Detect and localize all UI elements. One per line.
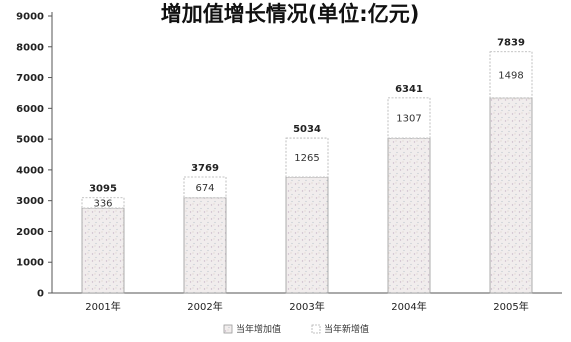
x-tick-label: 2002年 bbox=[187, 300, 222, 313]
total-label: 3769 bbox=[191, 163, 219, 174]
x-tick-label: 2001年 bbox=[85, 300, 120, 313]
increment-label: 1498 bbox=[498, 70, 523, 81]
legend-swatch bbox=[311, 324, 321, 334]
y-axis: 0 1000 2000 3000 4000 5000 6000 7000 8000 9000 bbox=[16, 12, 53, 300]
legend: 当年增加值 当年新增值 bbox=[223, 323, 369, 335]
total-label: 5034 bbox=[293, 124, 321, 135]
x-axis: 2001年 2002年 2003年 2004年 2005年 bbox=[52, 292, 562, 313]
bar-base-segment bbox=[285, 176, 329, 294]
bar-increment-segment bbox=[285, 137, 329, 178]
bar-base-segment bbox=[489, 97, 533, 294]
x-tick-label: 2003年 bbox=[289, 300, 324, 313]
bar-base-segment bbox=[183, 197, 227, 294]
y-tick-label: 8000 bbox=[16, 42, 44, 53]
bar-increment-segment bbox=[387, 97, 431, 139]
x-tick-label: 2004年 bbox=[391, 300, 426, 313]
legend-label: 当年新增值 bbox=[324, 323, 369, 335]
total-label: 7839 bbox=[497, 38, 525, 49]
chart-title: 增加值增长情况(单位:亿元) bbox=[161, 2, 420, 26]
y-tick-label: 1000 bbox=[16, 258, 44, 269]
y-tick-label: 6000 bbox=[16, 104, 44, 115]
total-label: 6341 bbox=[395, 84, 423, 95]
x-tick-label: 2005年 bbox=[493, 300, 528, 313]
total-label: 3095 bbox=[89, 184, 117, 195]
increment-label: 336 bbox=[93, 198, 112, 209]
bar-base-segment bbox=[81, 207, 125, 294]
increment-label: 674 bbox=[195, 183, 214, 194]
y-tick-label: 0 bbox=[37, 289, 44, 300]
bar-increment-segment bbox=[489, 51, 533, 99]
bar-increment-segment bbox=[81, 197, 125, 209]
data-labels: 336 3095 674 3769 1265 5034 1307 6341 1498 7839 bbox=[89, 38, 525, 210]
bar-increment-segment bbox=[183, 176, 227, 199]
y-tick-label: 7000 bbox=[16, 73, 44, 84]
increment-label: 1265 bbox=[294, 153, 319, 164]
y-tick-label: 3000 bbox=[16, 196, 44, 207]
y-tick-label: 2000 bbox=[16, 227, 44, 238]
increment-label: 1307 bbox=[396, 113, 421, 124]
legend-label: 当年增加值 bbox=[236, 323, 281, 335]
bar-base-segment bbox=[387, 137, 431, 294]
y-tick-label: 9000 bbox=[16, 12, 44, 23]
bars bbox=[81, 51, 533, 294]
legend-swatch bbox=[223, 324, 233, 334]
y-tick-label: 4000 bbox=[16, 165, 44, 176]
y-tick-label: 5000 bbox=[16, 135, 44, 146]
